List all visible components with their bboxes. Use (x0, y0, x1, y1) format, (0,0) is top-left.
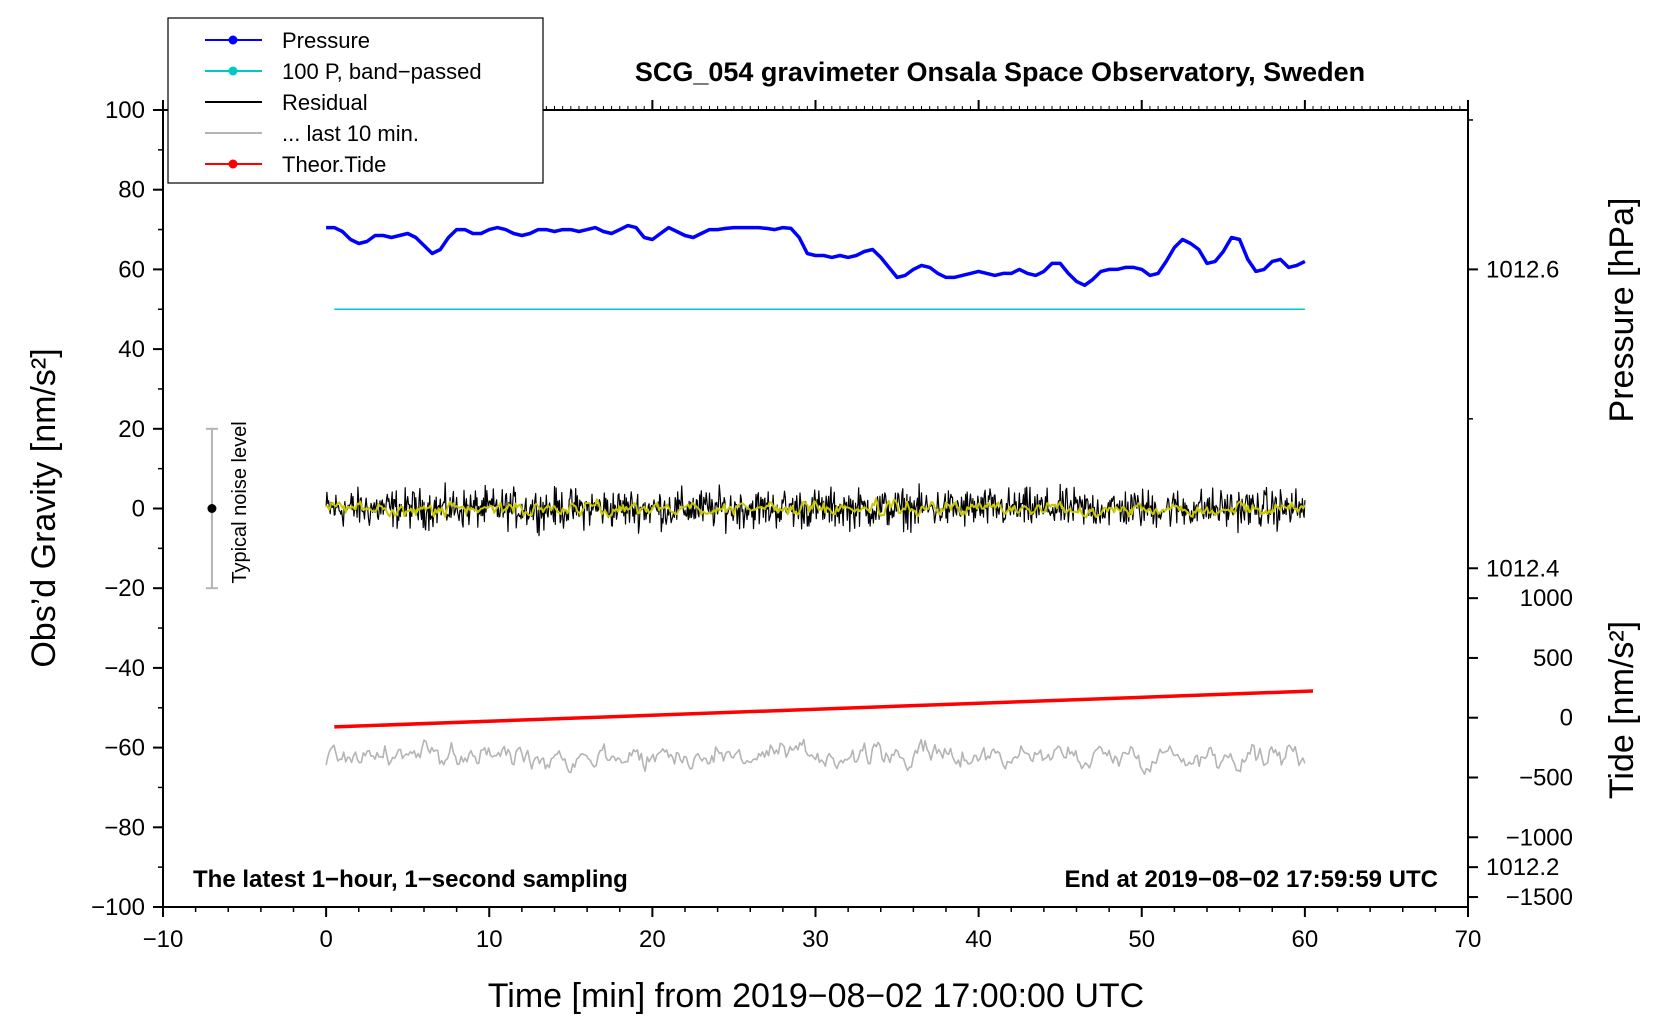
y-tick-label: −100 (91, 894, 145, 921)
tide-tick-label: 0 (1560, 705, 1573, 732)
y-axis-title-pressure: Pressure [hPa] (1603, 198, 1641, 423)
y-tick-label: 80 (118, 177, 145, 204)
y-tick-label: −20 (104, 575, 145, 602)
legend-label: ... last 10 min. (282, 121, 419, 146)
noise-center-dot (207, 504, 217, 513)
x-axis-title: Time [min] from 2019−08−02 17:00:00 UTC (488, 977, 1144, 1015)
pressure-tick-label: 1012.6 (1486, 256, 1559, 283)
legend: Pressure 100 P, band−passed Residual ... la… (167, 17, 544, 184)
noise-level-indicator: Typical noise level (205, 421, 251, 590)
x-tick-label: −10 (143, 926, 184, 953)
y-tick-label: −40 (104, 655, 145, 682)
legend-swatch-marker (228, 35, 238, 45)
series-last-10-min (325, 738, 1306, 776)
y-tick-label: −80 (104, 814, 145, 841)
tide-tick-label: 500 (1533, 645, 1573, 672)
tide-tick-label: −1500 (1506, 884, 1573, 911)
y-tick-label: 0 (132, 496, 145, 523)
legend-label: 100 P, band−passed (282, 59, 482, 84)
y-axis-title-left: Obs’d Gravity [nm/s²] (25, 348, 63, 667)
y-tick-label: 60 (118, 256, 145, 283)
legend-label: Residual (282, 90, 368, 115)
x-tick-label: 60 (1292, 926, 1319, 953)
x-tick-label: 20 (639, 926, 666, 953)
legend-swatch-marker (228, 159, 238, 169)
x-tick-label: 40 (965, 926, 992, 953)
x-tick-label: 10 (476, 926, 503, 953)
x-tick-label: 70 (1455, 926, 1482, 953)
series-layer (325, 223, 1314, 776)
series-theor-tide (334, 689, 1314, 729)
legend-swatch-marker (228, 66, 238, 76)
series-pressure (326, 223, 1306, 288)
annotation-end-time: End at 2019−08−02 17:59:59 UTC (1064, 866, 1438, 893)
y-axis-title-tide: Tide [nm/s²] (1603, 621, 1641, 799)
noise-label: Typical noise level (229, 421, 251, 583)
y-tick-label: 40 (118, 336, 145, 363)
pressure-tick-label: 1012.4 (1486, 555, 1559, 582)
x-axis-ticks: −10 0 10 20 30 40 50 60 70 (143, 100, 1482, 953)
legend-label: Theor.Tide (282, 152, 386, 177)
x-tick-label: 50 (1128, 926, 1155, 953)
y-tick-label: −60 (104, 735, 145, 762)
tide-tick-label: −1000 (1506, 824, 1573, 851)
y-tick-label: 20 (118, 416, 145, 443)
chart-title: SCG_054 gravimeter Onsala Space Observat… (635, 57, 1365, 87)
y-axis-ticks: −100 −80 −60 −40 −20 0 20 40 60 80 100 (91, 97, 163, 921)
y-tick-label: 100 (105, 97, 145, 124)
annotation-sampling: The latest 1−hour, 1−second sampling (193, 866, 628, 893)
pressure-tick-label: 1012.2 (1486, 854, 1559, 881)
legend-box (167, 17, 544, 184)
tide-axis-ticks: −1500 −1000 −500 0 500 1000 (1468, 585, 1573, 911)
x-tick-label: 30 (802, 926, 829, 953)
x-tick-label: 0 (319, 926, 332, 953)
tide-tick-label: −500 (1519, 764, 1573, 791)
legend-label: Pressure (282, 28, 370, 53)
tide-tick-label: 1000 (1520, 585, 1573, 612)
series-residual-smoothed (325, 497, 1306, 519)
